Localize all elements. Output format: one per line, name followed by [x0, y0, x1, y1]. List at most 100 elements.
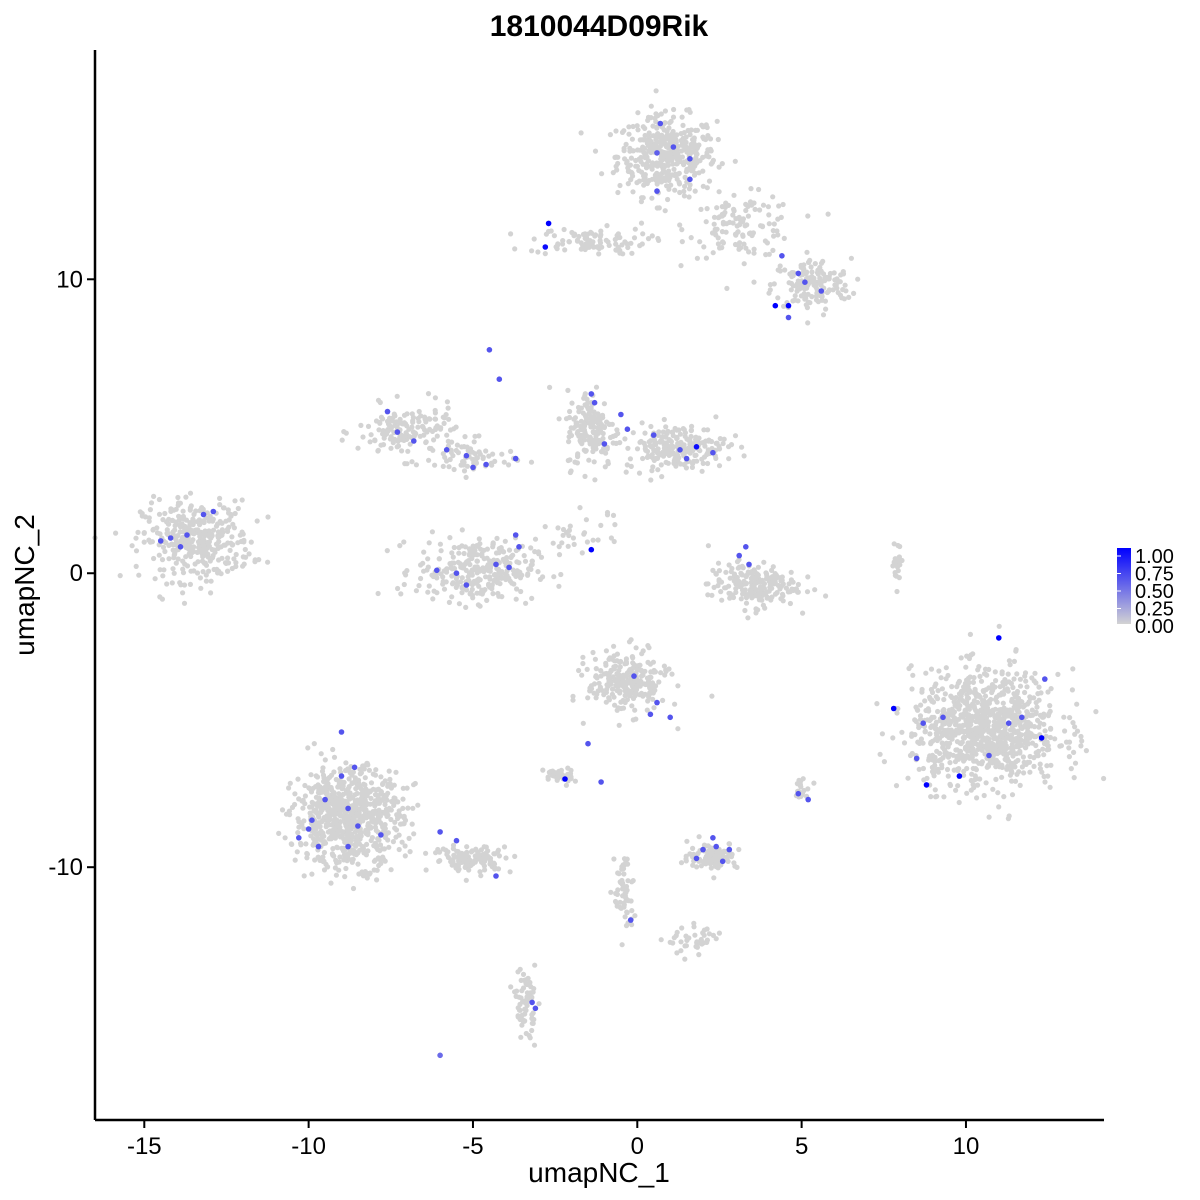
cell-point	[723, 569, 729, 575]
cell-point	[459, 590, 465, 596]
cell-point	[321, 840, 327, 847]
cell-point	[754, 573, 760, 580]
cell-point	[687, 441, 693, 448]
cell-point	[956, 799, 962, 806]
cell-point	[491, 851, 497, 857]
cell-point	[790, 298, 796, 304]
cell-point	[714, 848, 721, 854]
cell-point	[674, 950, 680, 956]
cell-point	[141, 539, 147, 545]
cell-point	[592, 656, 599, 662]
cell-point	[964, 695, 971, 702]
cell-point	[1013, 738, 1020, 744]
cell-point	[975, 782, 981, 788]
cell-point	[706, 178, 713, 184]
cell-point	[139, 513, 145, 519]
cell-point	[570, 535, 577, 541]
cell-point	[513, 993, 519, 1000]
cell-point	[547, 384, 553, 390]
expressing-cell-point	[940, 714, 946, 721]
cell-point	[1012, 778, 1019, 784]
cell-point	[348, 832, 354, 838]
cell-point	[200, 569, 206, 575]
cell-point	[637, 662, 643, 668]
cell-point	[916, 724, 922, 731]
cell-point	[355, 445, 361, 451]
cell-point	[715, 560, 722, 566]
cell-point	[497, 581, 503, 587]
cell-point	[922, 728, 928, 734]
cell-point	[361, 792, 367, 798]
cell-point	[928, 666, 935, 672]
cell-point	[407, 849, 413, 855]
cell-point	[580, 243, 586, 249]
cell-point	[581, 531, 587, 537]
cell-point	[425, 564, 431, 570]
cell-point	[725, 858, 731, 865]
expressing-cell-point	[746, 561, 752, 568]
cell-point	[571, 541, 577, 548]
cell-point	[948, 693, 954, 699]
cell-point	[973, 726, 979, 732]
cell-point	[743, 595, 750, 601]
cell-point	[382, 834, 388, 841]
expressing-cell-point	[598, 779, 604, 785]
cell-point	[940, 731, 946, 737]
cell-point	[336, 780, 342, 786]
cell-point	[528, 459, 535, 465]
cell-point	[738, 596, 744, 602]
cell-point	[215, 533, 221, 539]
cell-point	[401, 412, 408, 418]
cell-point	[1004, 711, 1011, 717]
cell-point	[980, 737, 986, 743]
cell-point	[715, 865, 721, 871]
cell-point	[613, 440, 619, 446]
cell-point	[595, 430, 602, 436]
cell-point	[654, 205, 660, 211]
expressing-cell-point	[631, 673, 637, 679]
cell-point	[612, 702, 618, 708]
cell-point	[380, 846, 386, 852]
cell-point	[333, 872, 339, 878]
cell-point	[440, 581, 446, 587]
cell-point	[529, 595, 535, 602]
expressing-cell-point	[384, 408, 391, 415]
cell-point	[1074, 701, 1080, 707]
cell-point	[474, 579, 481, 585]
cell-point	[588, 229, 594, 235]
cell-point	[583, 448, 589, 454]
cell-point	[1017, 683, 1024, 689]
cell-point	[254, 518, 260, 524]
cell-point	[444, 399, 450, 405]
cell-point	[703, 255, 710, 261]
cell-point	[926, 708, 932, 714]
cell-point	[958, 688, 965, 695]
cell-point	[1011, 676, 1017, 682]
expressing-cell-point	[923, 782, 930, 788]
cell-point	[764, 240, 771, 246]
cell-point	[413, 588, 419, 594]
cell-point	[587, 685, 593, 691]
cell-point	[597, 234, 603, 240]
cell-point	[652, 115, 658, 121]
cell-point	[1037, 761, 1043, 767]
cell-point	[481, 568, 487, 574]
cell-point	[378, 774, 384, 780]
cell-point	[1018, 725, 1024, 731]
cell-point	[731, 578, 737, 584]
cell-point	[160, 517, 166, 523]
cell-point	[932, 754, 938, 760]
cell-point	[186, 551, 192, 557]
expressing-cell-point	[693, 855, 700, 862]
cell-point	[171, 552, 177, 558]
cell-point	[464, 844, 470, 850]
cell-point	[606, 421, 612, 427]
cell-point	[1033, 750, 1039, 756]
cell-point	[490, 541, 496, 547]
cell-point	[472, 547, 478, 554]
cell-point	[632, 707, 638, 713]
cell-point	[404, 785, 410, 791]
cell-point	[560, 532, 566, 538]
cell-point	[551, 233, 558, 239]
cell-point	[567, 523, 573, 529]
